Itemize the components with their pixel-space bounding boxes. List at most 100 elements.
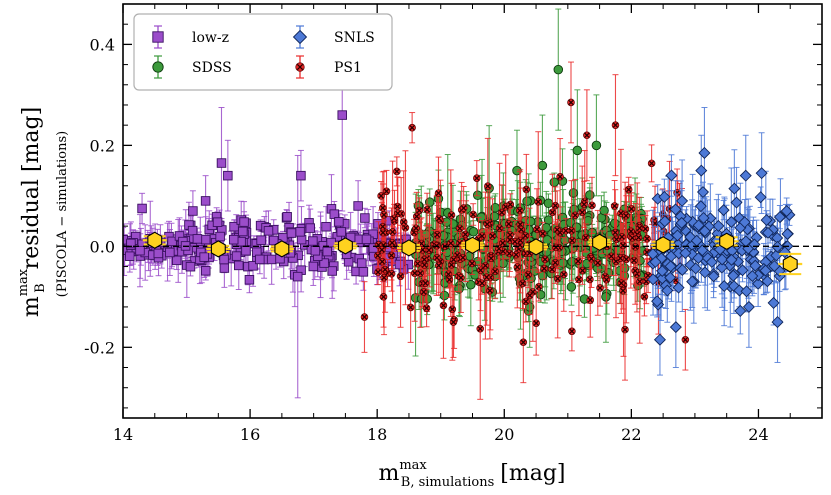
point-ps1 (435, 214, 443, 223)
point-ps1 (624, 185, 633, 194)
point-ps1 (434, 261, 443, 270)
point-low-z (337, 110, 347, 120)
point-ps1 (511, 237, 519, 246)
point-snls (781, 227, 794, 240)
point-ps1-cross (383, 188, 390, 194)
point-snls (646, 247, 659, 260)
point-snls (686, 275, 699, 288)
point-ps1-cross (626, 186, 632, 193)
point-ps1 (643, 234, 651, 243)
point-low-z (358, 267, 369, 277)
point-snls (749, 259, 762, 272)
point-ps1 (506, 200, 515, 209)
point-ps1-cross (389, 271, 395, 277)
point-ps1-cross (415, 261, 421, 267)
point-snls (780, 205, 793, 218)
point-snls (771, 316, 784, 329)
point-snls (669, 321, 682, 334)
point-ps1-cross (448, 212, 455, 218)
point-low-z (353, 201, 363, 211)
point-ps1 (647, 159, 656, 168)
point-ps1-cross (450, 319, 457, 325)
point-ps1-cross (549, 209, 556, 215)
point-ps1-cross (569, 328, 575, 334)
point-ps1-cross (375, 252, 381, 259)
point-ps1 (622, 211, 630, 220)
x-tick-label: 18 (367, 425, 387, 444)
point-ps1-cross (448, 240, 454, 246)
point-ps1-cross (542, 256, 548, 263)
point-low-z (319, 258, 329, 268)
x-tick-label: 14 (113, 425, 133, 444)
point-ps1-cross (533, 320, 539, 326)
point-sdss (512, 165, 522, 176)
point-ps1-cross (448, 262, 455, 268)
point-ps1 (524, 270, 533, 279)
point-low-z (308, 261, 319, 272)
point-sdss (591, 140, 602, 151)
binned-mean-point (465, 236, 480, 254)
point-ps1 (373, 251, 382, 260)
point-ps1 (416, 269, 425, 277)
point-ps1-cross (389, 240, 395, 246)
point-low-z (293, 271, 303, 282)
point-sdss (599, 205, 609, 216)
binned-means (142, 231, 803, 276)
point-ps1-cross (569, 237, 575, 244)
point-low-z (200, 234, 211, 245)
point-ps1-cross (523, 298, 529, 305)
legend-box (133, 13, 393, 91)
point-low-z (171, 255, 182, 266)
point-ps1-cross (603, 277, 610, 283)
point-ps1 (583, 131, 591, 140)
point-ps1-cross (579, 267, 586, 274)
point-ps1 (481, 261, 490, 270)
binned-mean-point (719, 232, 735, 250)
legend-marker-sdss (152, 61, 164, 73)
point-snls (665, 169, 678, 182)
point-ps1 (619, 241, 627, 250)
point-low-z (228, 234, 239, 245)
point-ps1 (635, 277, 644, 286)
point-ps1-cross (631, 257, 637, 264)
point-low-z (229, 221, 239, 232)
point-snls (761, 275, 774, 288)
point-snls (672, 281, 685, 294)
point-ps1-cross (435, 190, 442, 196)
point-ps1-cross (597, 285, 603, 291)
point-ps1 (447, 239, 455, 247)
point-snls (733, 284, 746, 297)
binned-mean-point (782, 255, 798, 273)
point-ps1-cross (512, 239, 518, 245)
binned-mean-point (592, 233, 608, 251)
point-ps1 (461, 230, 470, 239)
point-sdss (466, 280, 476, 290)
point-snls (725, 215, 738, 228)
point-low-z (305, 223, 315, 233)
point-ps1 (505, 249, 514, 258)
binned-mean-point (528, 238, 544, 256)
point-ps1 (378, 257, 386, 266)
point-ps1-cross (424, 206, 430, 213)
point-low-z (308, 236, 318, 246)
point-ps1 (516, 236, 525, 245)
point-snls (746, 270, 759, 283)
point-low-z (248, 261, 258, 271)
point-low-z (192, 234, 203, 244)
point-ps1-cross (462, 231, 469, 238)
point-ps1-cross (588, 256, 595, 262)
point-ps1-cross (412, 270, 418, 276)
point-ps1-cross (451, 256, 457, 263)
point-ps1 (421, 279, 430, 287)
point-ps1 (495, 224, 504, 233)
point-ps1 (641, 225, 650, 233)
point-snls (742, 300, 755, 313)
point-low-z (188, 206, 198, 216)
point-ps1 (616, 254, 625, 262)
point-ps1 (408, 123, 416, 132)
legend-marker-ps1 (295, 62, 305, 72)
point-snls (761, 226, 775, 239)
point-ps1 (578, 266, 587, 275)
point-ps1 (406, 303, 415, 312)
point-ps1-cross (534, 226, 540, 233)
